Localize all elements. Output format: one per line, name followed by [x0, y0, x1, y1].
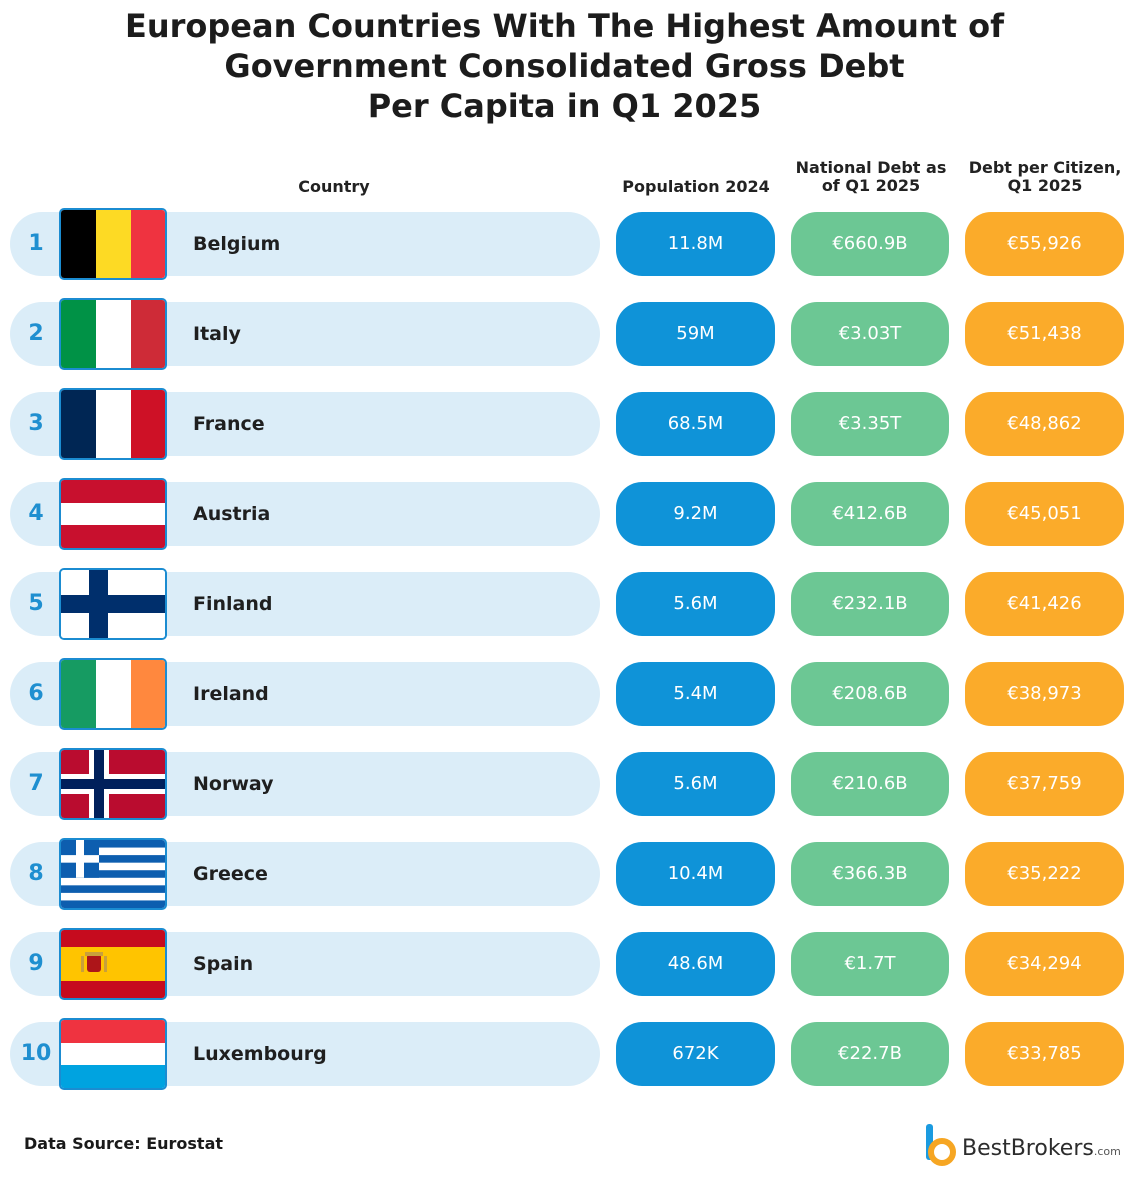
debt-per-citizen-value: €48,862	[965, 392, 1124, 456]
rank-number: 3	[28, 411, 44, 436]
belgium-flag-icon	[59, 208, 167, 280]
table-row: 6 Ireland 5.4M €208.6B €38,973	[0, 658, 1129, 730]
rank-number: 9	[28, 951, 44, 976]
national-debt-value: €210.6B	[791, 752, 949, 816]
debt-per-citizen-value: €55,926	[965, 212, 1124, 276]
national-debt-value: €22.7B	[791, 1022, 949, 1086]
country-name: Austria	[193, 503, 271, 525]
norway-flag-icon	[59, 748, 167, 820]
population-value: 48.6M	[616, 932, 775, 996]
brand-icon	[926, 1124, 956, 1166]
header-debt-per-citizen-line-2: Q1 2025	[1007, 176, 1083, 195]
chart-title: European Countries With The Highest Amou…	[0, 6, 1129, 126]
rank-number: 2	[28, 321, 44, 346]
country-name: Norway	[193, 773, 274, 795]
country-name: Spain	[193, 953, 254, 975]
spain-flag-icon	[59, 928, 167, 1000]
population-value: 5.6M	[616, 572, 775, 636]
ireland-flag-icon	[59, 658, 167, 730]
header-debt-per-citizen-line-1: Debt per Citizen,	[968, 158, 1122, 177]
table-row: 8 Greece 10.4M €366.3B €35,222	[0, 838, 1129, 910]
rank-number: 4	[28, 501, 44, 526]
header-national-debt-line-1: National Debt as	[795, 158, 947, 177]
rank-number: 10	[20, 1041, 52, 1066]
brand-suffix: .com	[1093, 1145, 1121, 1158]
population-value: 5.6M	[616, 752, 775, 816]
table-row: 7 Norway 5.6M €210.6B €37,759	[0, 748, 1129, 820]
national-debt-value: €660.9B	[791, 212, 949, 276]
title-line-3: Per Capita in Q1 2025	[367, 87, 762, 125]
population-value: 59M	[616, 302, 775, 366]
debt-per-citizen-value: €35,222	[965, 842, 1124, 906]
population-value: 9.2M	[616, 482, 775, 546]
italy-flag-icon	[59, 298, 167, 370]
debt-per-citizen-value: €37,759	[965, 752, 1124, 816]
population-value: 68.5M	[616, 392, 775, 456]
national-debt-value: €3.35T	[791, 392, 949, 456]
country-name: Finland	[193, 593, 273, 615]
national-debt-value: €412.6B	[791, 482, 949, 546]
greece-flag-icon	[59, 838, 167, 910]
rank-number: 1	[28, 231, 44, 256]
austria-flag-icon	[59, 478, 167, 550]
population-value: 11.8M	[616, 212, 775, 276]
population-value: 5.4M	[616, 662, 775, 726]
country-name: Greece	[193, 863, 268, 885]
table-row: 4 Austria 9.2M €412.6B €45,051	[0, 478, 1129, 550]
title-line-2: Government Consolidated Gross Debt	[224, 47, 905, 85]
national-debt-value: €232.1B	[791, 572, 949, 636]
table-row: 2 Italy 59M €3.03T €51,438	[0, 298, 1129, 370]
debt-per-citizen-value: €33,785	[965, 1022, 1124, 1086]
table-row: 10 Luxembourg 672K €22.7B €33,785	[0, 1018, 1129, 1090]
national-debt-value: €366.3B	[791, 842, 949, 906]
country-name: Italy	[193, 323, 241, 345]
rank-number: 7	[28, 771, 44, 796]
table-row: 9 Spain 48.6M €1.7T €34,294	[0, 928, 1129, 1000]
population-value: 10.4M	[616, 842, 775, 906]
table-row: 5 Finland 5.6M €232.1B €41,426	[0, 568, 1129, 640]
country-name: Belgium	[193, 233, 281, 255]
brand-name: BestBrokers.com	[962, 1136, 1121, 1161]
country-name: Ireland	[193, 683, 269, 705]
header-country: Country	[298, 177, 370, 196]
national-debt-value: €3.03T	[791, 302, 949, 366]
debt-per-citizen-value: €51,438	[965, 302, 1124, 366]
table-row: 1 Belgium 11.8M €660.9B €55,926	[0, 208, 1129, 280]
title-line-1: European Countries With The Highest Amou…	[124, 7, 1005, 45]
france-flag-icon	[59, 388, 167, 460]
brand-name-text: BestBrokers	[962, 1136, 1094, 1161]
rank-number: 8	[28, 861, 44, 886]
header-national-debt: National Debt as of Q1 2025	[776, 159, 966, 195]
luxembourg-flag-icon	[59, 1018, 167, 1090]
table-row: 3 France 68.5M €3.35T €48,862	[0, 388, 1129, 460]
national-debt-value: €1.7T	[791, 932, 949, 996]
header-population: Population 2024	[622, 177, 770, 196]
brand-logo: BestBrokers.com	[922, 1122, 1122, 1168]
population-value: 672K	[616, 1022, 775, 1086]
debt-per-citizen-value: €34,294	[965, 932, 1124, 996]
data-source: Data Source: Eurostat	[24, 1134, 224, 1153]
debt-per-citizen-value: €38,973	[965, 662, 1124, 726]
rank-number: 6	[28, 681, 44, 706]
header-debt-per-citizen: Debt per Citizen, Q1 2025	[950, 159, 1129, 195]
country-name: Luxembourg	[193, 1043, 327, 1065]
debt-per-citizen-value: €41,426	[965, 572, 1124, 636]
header-national-debt-line-2: of Q1 2025	[821, 176, 921, 195]
country-name: France	[193, 413, 265, 435]
national-debt-value: €208.6B	[791, 662, 949, 726]
finland-flag-icon	[59, 568, 167, 640]
debt-per-citizen-value: €45,051	[965, 482, 1124, 546]
rank-number: 5	[28, 591, 44, 616]
